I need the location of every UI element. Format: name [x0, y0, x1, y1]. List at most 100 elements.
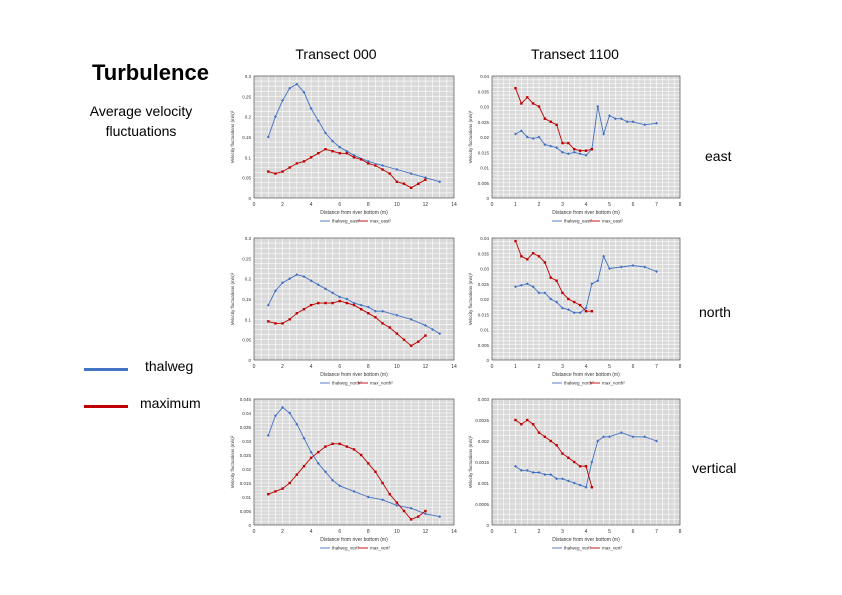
y-tick-label: 0.0015	[475, 460, 489, 465]
data-point-thalweg	[590, 460, 594, 464]
data-point-thalweg	[566, 308, 570, 312]
data-point-thalweg	[373, 309, 377, 313]
x-axis-label: Distance from river bottom (m)	[552, 210, 620, 216]
data-point-thalweg	[288, 86, 292, 90]
data-point-thalweg	[381, 309, 385, 313]
x-tick-label: 2	[538, 202, 541, 208]
data-point-maximum	[367, 162, 370, 165]
data-point-maximum	[359, 307, 363, 311]
data-point-thalweg	[631, 263, 635, 267]
y-tick-label: 0.04	[480, 236, 489, 241]
data-point-maximum	[309, 303, 313, 307]
data-point-thalweg	[366, 495, 370, 499]
y-axis-label: Velocity fluctuations (m/s)²	[230, 110, 235, 163]
column-header-transect-1100: Transect 1100	[531, 46, 619, 62]
y-tick-label: 0.015	[478, 150, 490, 155]
data-point-thalweg	[643, 435, 647, 439]
data-point-thalweg	[602, 254, 606, 258]
x-tick-label: 6	[338, 364, 341, 370]
y-tick-label: 0.05	[242, 338, 251, 343]
data-point-thalweg	[295, 82, 299, 86]
data-point-maximum	[267, 170, 270, 173]
x-tick-label: 1	[514, 202, 517, 208]
data-point-thalweg	[438, 180, 442, 184]
y-tick-label: 0.025	[478, 282, 490, 287]
data-point-maximum	[578, 303, 582, 307]
y-tick-label: 0.01	[242, 495, 251, 500]
data-point-thalweg	[338, 484, 342, 488]
data-point-maximum	[409, 344, 413, 347]
series-maximum	[514, 239, 594, 313]
y-tick-label: 0.035	[478, 251, 490, 256]
data-point-maximum	[374, 164, 377, 167]
data-point-maximum	[359, 453, 363, 457]
y-tick-label: 0.1	[245, 155, 252, 160]
y-tick-label: 0.25	[242, 256, 251, 261]
x-tick-label: 7	[655, 364, 658, 370]
data-point-thalweg	[431, 328, 435, 331]
data-point-thalweg	[555, 300, 559, 304]
data-point-thalweg	[578, 311, 582, 315]
x-tick-label: 5	[608, 529, 611, 535]
data-point-maximum	[395, 332, 399, 335]
data-point-thalweg	[281, 281, 285, 285]
x-tick-label: 3	[561, 529, 564, 535]
x-tick-label: 8	[367, 364, 370, 370]
data-point-thalweg	[309, 279, 313, 283]
data-point-thalweg	[566, 152, 570, 156]
data-point-thalweg	[323, 287, 327, 291]
data-point-maximum	[549, 439, 552, 443]
data-point-maximum	[295, 312, 299, 315]
series-maximum	[267, 299, 427, 347]
data-point-maximum	[338, 442, 341, 445]
y-tick-label: 0.3	[245, 74, 252, 79]
data-point-maximum	[302, 465, 306, 468]
data-point-maximum	[590, 486, 594, 489]
slide-title: Turbulence	[92, 60, 209, 85]
data-point-thalweg	[423, 512, 427, 516]
x-tick-label: 0	[253, 529, 256, 535]
y-tick-label: 0.2	[245, 115, 252, 120]
data-point-maximum	[274, 490, 277, 493]
data-point-maximum	[514, 87, 517, 90]
data-point-thalweg	[438, 332, 442, 336]
chart-transect-000-vertical: 0 2 4 6 8 10 12 14 0 0.005 0.01 0.015 0.02 0.025 0.03 0…	[230, 397, 457, 551]
data-point-thalweg	[302, 90, 306, 94]
data-point-maximum	[288, 481, 291, 485]
data-point-maximum	[417, 182, 420, 185]
data-point-maximum	[561, 141, 564, 145]
series-maximum	[514, 418, 594, 489]
data-point-thalweg	[266, 433, 270, 437]
gridlines	[254, 238, 454, 360]
x-tick-label: 6	[632, 364, 635, 370]
gridlines	[492, 238, 680, 360]
chart-legend-label-thalweg: thalweg_vert²	[332, 546, 360, 551]
row-label-vertical: vertical	[692, 460, 737, 476]
x-tick-label: 3	[561, 364, 564, 370]
chart-legend-label-maximum: max_east²	[602, 219, 624, 224]
data-point-maximum	[345, 152, 349, 155]
data-point-thalweg	[316, 119, 320, 123]
x-tick-label: 6	[338, 202, 341, 208]
data-point-maximum	[302, 307, 306, 311]
data-point-thalweg	[608, 267, 611, 270]
data-point-maximum	[573, 148, 576, 151]
y-tick-label: 0.005	[478, 181, 490, 186]
data-point-thalweg	[281, 405, 285, 409]
y-tick-label: 0	[248, 358, 251, 363]
data-point-maximum	[520, 255, 523, 258]
data-point-maximum	[573, 460, 576, 464]
data-point-thalweg	[561, 477, 564, 481]
data-point-maximum	[514, 239, 517, 243]
x-tick-label: 2	[281, 202, 284, 208]
data-point-thalweg	[423, 176, 427, 180]
data-point-thalweg	[655, 270, 658, 274]
y-tick-label: 0.015	[478, 312, 490, 317]
data-point-thalweg	[438, 515, 442, 519]
data-point-thalweg	[525, 135, 529, 139]
data-point-thalweg	[619, 265, 623, 269]
x-axis-label: Distance from river bottom (m)	[552, 372, 620, 378]
data-point-maximum	[367, 312, 370, 315]
data-point-thalweg	[572, 481, 576, 485]
x-tick-label: 3	[561, 202, 564, 208]
